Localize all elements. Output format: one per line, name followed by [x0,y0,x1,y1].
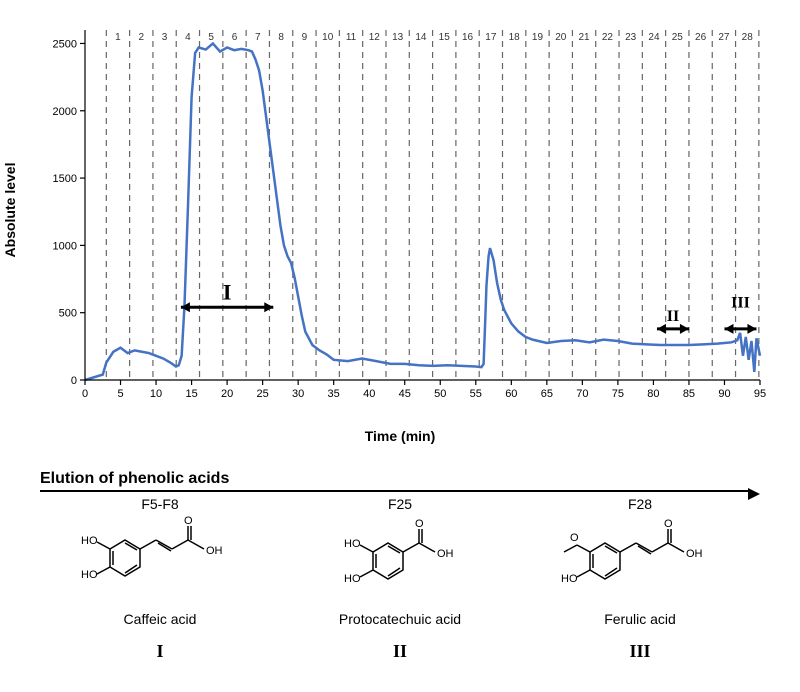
svg-text:22: 22 [602,32,614,43]
svg-text:55: 55 [470,388,482,400]
svg-text:90: 90 [718,388,730,400]
compound-roman: II [280,641,520,662]
svg-text:25: 25 [672,32,684,43]
svg-text:21: 21 [579,32,591,43]
x-axis-label: Time (min) [365,428,436,444]
svg-text:1: 1 [115,32,121,43]
svg-text:15: 15 [439,32,451,43]
svg-text:10: 10 [322,32,334,43]
compound-name: Caffeic acid [40,611,280,627]
svg-text:11: 11 [346,32,357,43]
svg-text:8: 8 [278,32,284,43]
chart-svg: 1234567891011121314151617181920212223242… [30,10,770,410]
svg-text:0: 0 [71,375,77,387]
svg-text:5: 5 [208,32,214,43]
svg-text:O: O [184,515,193,527]
svg-text:30: 30 [292,388,304,400]
chromatogram-chart: Absolute level 1234567891011121314151617… [30,10,770,410]
svg-text:17: 17 [485,32,497,43]
svg-text:5: 5 [117,388,123,400]
svg-text:OH: OH [437,548,454,560]
svg-text:12: 12 [369,32,381,43]
svg-text:26: 26 [695,32,707,43]
svg-text:20: 20 [555,32,567,43]
svg-text:23: 23 [625,32,637,43]
molecule-ferulic-icon: O HO O OH [520,514,760,609]
svg-text:40: 40 [363,388,375,400]
svg-text:II: II [667,308,679,325]
svg-text:HO: HO [561,573,578,585]
elution-arrowhead-icon [748,488,760,500]
elution-panel: Elution of phenolic acids F5-F8 [40,470,760,662]
svg-text:70: 70 [576,388,588,400]
compound-caffeic: F5-F8 [40,496,280,662]
svg-text:9: 9 [302,32,308,43]
svg-text:24: 24 [648,32,660,43]
svg-text:3: 3 [162,32,168,43]
svg-text:1500: 1500 [53,173,77,185]
svg-text:15: 15 [185,388,197,400]
svg-text:7: 7 [255,32,261,43]
compound-roman: III [520,641,760,662]
svg-text:80: 80 [647,388,659,400]
compound-name: Ferulic acid [520,611,760,627]
svg-text:18: 18 [509,32,521,43]
compound-protocatechuic: F25 [280,496,520,662]
svg-text:I: I [223,279,232,304]
svg-text:6: 6 [232,32,238,43]
svg-text:HO: HO [344,538,361,550]
svg-text:500: 500 [59,308,77,320]
svg-text:14: 14 [415,32,427,43]
svg-text:HO: HO [81,569,98,581]
svg-text:4: 4 [185,32,191,43]
svg-text:27: 27 [718,32,730,43]
svg-text:HO: HO [344,573,361,585]
fraction-label: F25 [280,496,520,512]
figure-root: Absolute level 1234567891011121314151617… [0,0,800,692]
svg-text:20: 20 [221,388,233,400]
svg-text:85: 85 [683,388,695,400]
svg-text:III: III [731,294,750,311]
fraction-label: F28 [520,496,760,512]
compound-ferulic: F28 [520,496,760,662]
svg-text:10: 10 [150,388,162,400]
compound-roman: I [40,641,280,662]
svg-text:25: 25 [257,388,269,400]
svg-text:60: 60 [505,388,517,400]
svg-text:16: 16 [462,32,474,43]
svg-text:35: 35 [328,388,340,400]
svg-text:O: O [664,518,673,530]
molecule-protocatechuic-icon: HO HO O OH [280,514,520,609]
svg-text:65: 65 [541,388,553,400]
svg-text:75: 75 [612,388,624,400]
svg-text:OH: OH [206,545,223,557]
svg-text:95: 95 [754,388,766,400]
svg-text:2500: 2500 [53,38,77,50]
svg-text:45: 45 [399,388,411,400]
svg-text:19: 19 [532,32,544,43]
y-axis-label: Absolute level [2,163,18,258]
svg-text:2000: 2000 [53,106,77,118]
svg-text:O: O [415,518,424,530]
elution-title-bar: Elution of phenolic acids [40,470,750,492]
fraction-label: F5-F8 [40,496,280,512]
svg-text:2: 2 [138,32,144,43]
svg-text:O: O [570,532,579,544]
svg-text:1000: 1000 [53,240,77,252]
compound-name: Protocatechuic acid [280,611,520,627]
svg-text:13: 13 [392,32,404,43]
svg-text:OH: OH [686,548,703,560]
svg-text:0: 0 [82,388,88,400]
compounds-row: F5-F8 [40,496,760,662]
svg-text:28: 28 [742,32,754,43]
svg-text:50: 50 [434,388,446,400]
molecule-caffeic-icon: HO HO O OH [40,514,280,609]
elution-title-text: Elution of phenolic acids [40,470,229,487]
svg-text:HO: HO [81,535,98,547]
